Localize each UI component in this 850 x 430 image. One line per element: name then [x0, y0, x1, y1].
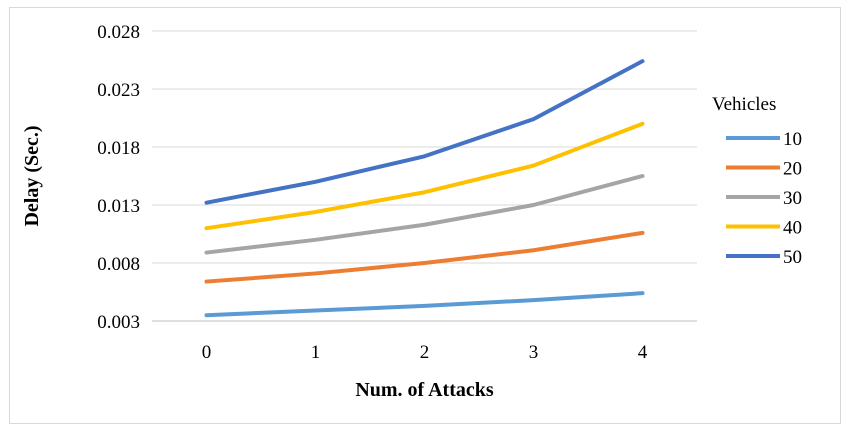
legend-label-40: 40	[783, 218, 802, 239]
x-tick-label: 0	[202, 342, 212, 363]
legend-label-50: 50	[783, 247, 802, 268]
x-axis-ticks: 0 1 2 3 4	[202, 342, 648, 363]
y-tick-label: 0.018	[97, 138, 140, 159]
series-line-40	[204, 121, 645, 231]
y-tick-label: 0.028	[97, 22, 140, 43]
x-axis-title: Num. of Attacks	[355, 379, 494, 401]
legend: Vehicles 10 20 30 40 50	[712, 94, 802, 268]
x-tick-label: 2	[420, 342, 430, 363]
legend-label-30: 30	[783, 188, 802, 209]
y-tick-label: 0.013	[97, 196, 140, 217]
series-line-30	[204, 174, 645, 255]
x-tick-label: 4	[638, 342, 648, 363]
legend-label-10: 10	[783, 129, 802, 150]
x-tick-label: 1	[311, 342, 321, 363]
y-tick-label: 0.008	[97, 254, 140, 275]
y-axis-ticks: 0.003 0.008 0.013 0.018 0.023 0.028	[97, 22, 140, 333]
series-line-50	[204, 59, 645, 205]
chart-frame	[9, 7, 841, 424]
series-line-20	[204, 230, 645, 284]
legend-title: Vehicles	[712, 94, 776, 115]
y-axis-title: Delay (Sec.)	[21, 125, 43, 226]
y-tick-label: 0.023	[97, 80, 140, 101]
x-tick-label: 3	[529, 342, 539, 363]
series-lines	[204, 59, 645, 318]
series-line-10	[204, 291, 645, 318]
grid-lines	[152, 30, 697, 322]
legend-label-20: 20	[783, 159, 802, 180]
y-tick-label: 0.003	[97, 312, 140, 333]
